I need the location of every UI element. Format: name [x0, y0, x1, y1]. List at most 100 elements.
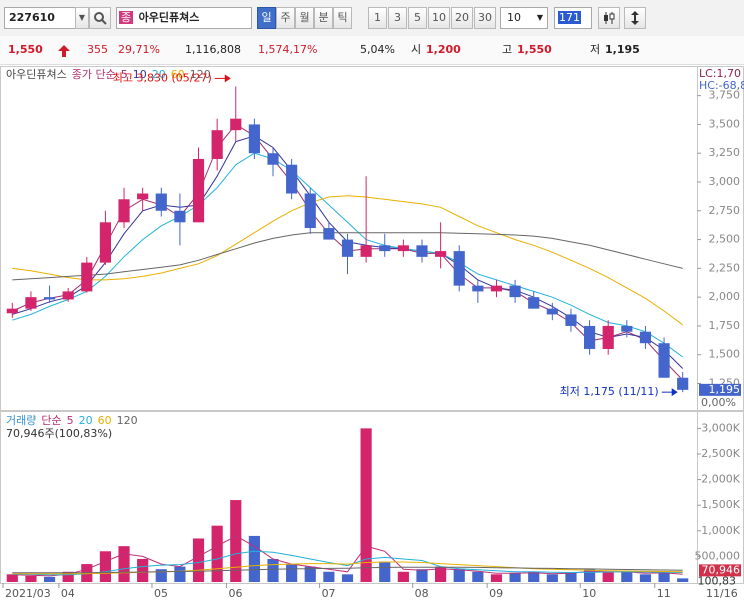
toolbar-button[interactable]: 5 [408, 7, 427, 29]
candle-body [137, 193, 149, 200]
search-icon [94, 12, 107, 25]
volume-bar [583, 569, 596, 582]
toolbar-button[interactable]: 10 [428, 7, 450, 29]
y-tick-label: 2,750 [709, 204, 741, 217]
y-tick-label: 2,500 [709, 233, 741, 246]
toolbar-button[interactable]: 분 [314, 7, 333, 29]
chart-title: 아우딘퓨쳐스 [6, 68, 67, 81]
legend-entry: 20 [79, 414, 93, 427]
candle-toggle[interactable] [598, 7, 620, 29]
y-tick-label: 1,000K [701, 524, 740, 537]
x-tick-label: 11 [657, 587, 671, 600]
candle-body [453, 251, 465, 286]
candle-body [43, 297, 56, 300]
volume-bar [267, 558, 279, 582]
count-input[interactable]: 171 [554, 7, 592, 29]
volume-bar [230, 500, 242, 582]
candle-body [211, 130, 223, 159]
candle-body [472, 285, 484, 292]
toolbar-button[interactable]: 1 [368, 7, 387, 29]
candle-body [490, 285, 503, 292]
volume-bar [341, 574, 354, 582]
legend-entry: 60 [98, 414, 112, 427]
volume-bar [435, 566, 447, 582]
volume-bar [453, 569, 465, 582]
x-tick-label: 06 [228, 587, 242, 600]
legend-entry: 120 [117, 414, 138, 427]
volume-bar [174, 566, 186, 582]
last-date: 11/16 [706, 587, 738, 600]
volume-title: 거래량 [6, 414, 36, 427]
volume: 1,116,808 [185, 43, 241, 56]
candle-body [677, 377, 689, 390]
quote-row: 1,550 355 29,71% 1,116,808 1,574,17% 5,0… [0, 36, 744, 65]
annotation-arrowhead [671, 388, 678, 397]
toolbar-button[interactable]: 주 [276, 7, 295, 29]
candle-body [583, 325, 596, 349]
candle-body [341, 239, 354, 257]
toolbar: 227610 ▼ 종 아우딘퓨쳐스 일 주 월 분 틱 1 3 5 10 20 30 10 ▼ 171 [0, 0, 744, 37]
search-button[interactable] [89, 7, 111, 29]
volume-bar [639, 574, 652, 582]
x-tick-label: 08 [415, 587, 429, 600]
volume-bar [25, 575, 37, 582]
toolbar-button[interactable]: 20 [451, 7, 473, 29]
candle-body [248, 124, 260, 154]
candle-body [621, 325, 633, 332]
name-box[interactable]: 종 아우딘퓨쳐스 [116, 7, 252, 29]
moving-average-line [12, 152, 683, 358]
count-select[interactable]: 10 ▼ [500, 7, 548, 29]
annotation-arrowhead [224, 74, 231, 83]
candle-body [416, 245, 428, 257]
volume-bar [43, 576, 56, 582]
candle-body [286, 164, 298, 194]
candle-body [25, 297, 37, 309]
volume-rate: 1,574,17% [258, 43, 318, 56]
y-tick-label: 1,750 [709, 319, 741, 332]
y-tick-label: 1,500 [709, 348, 741, 361]
candle-body [546, 308, 558, 315]
volume-bar [379, 561, 391, 582]
candle-body [397, 245, 409, 252]
legend-prefix: 단순 [41, 414, 61, 427]
y-tick-label: 3,000K [701, 421, 740, 434]
change: 355 [87, 43, 108, 56]
toolbar-button[interactable]: 틱 [333, 7, 352, 29]
toolbar-button[interactable]: 30 [474, 7, 496, 29]
volume-bar [416, 569, 428, 582]
toolbar-button[interactable]: 3 [388, 7, 407, 29]
last-change: 0,00% [701, 396, 736, 409]
candle-body [230, 118, 242, 131]
candle-body [81, 262, 93, 292]
volume-bar [62, 571, 74, 582]
y-tick-label: 2,500K [701, 447, 740, 460]
volume-bar [6, 574, 18, 582]
candle-icon [604, 12, 615, 24]
x-tick-label: 04 [61, 587, 75, 600]
candle-body [267, 153, 279, 165]
volume-bar [99, 551, 112, 582]
x-tick-label: 05 [154, 587, 168, 600]
candle-body [528, 297, 540, 309]
y-tick-label: 2,000K [701, 473, 740, 486]
code-dropdown[interactable]: ▼ [75, 7, 89, 29]
volume-bar [304, 566, 316, 582]
toolbar-button[interactable]: 월 [295, 7, 314, 29]
volume-bar [360, 428, 372, 582]
toolbar-button[interactable]: 일 [257, 7, 276, 29]
scale-toggle[interactable] [624, 7, 646, 29]
annotation: 최저 1,175 (11/11) [560, 385, 659, 398]
candle-body [435, 251, 447, 257]
hc-label: HC:-68,8 [699, 79, 744, 92]
count-select-value: 10 [507, 11, 521, 24]
y-tick-label: 3,500 [709, 117, 741, 130]
legend-prefix: 종가 단순 [72, 68, 116, 81]
x-tick-label: 07 [322, 587, 336, 600]
stock-name: 아우딘퓨쳐스 [138, 11, 200, 24]
volume-bar [546, 574, 558, 582]
code-input[interactable]: 227610 [4, 7, 76, 29]
volume-bar [137, 558, 149, 582]
low: 1,195 [605, 43, 640, 56]
volume-bar [565, 572, 577, 582]
